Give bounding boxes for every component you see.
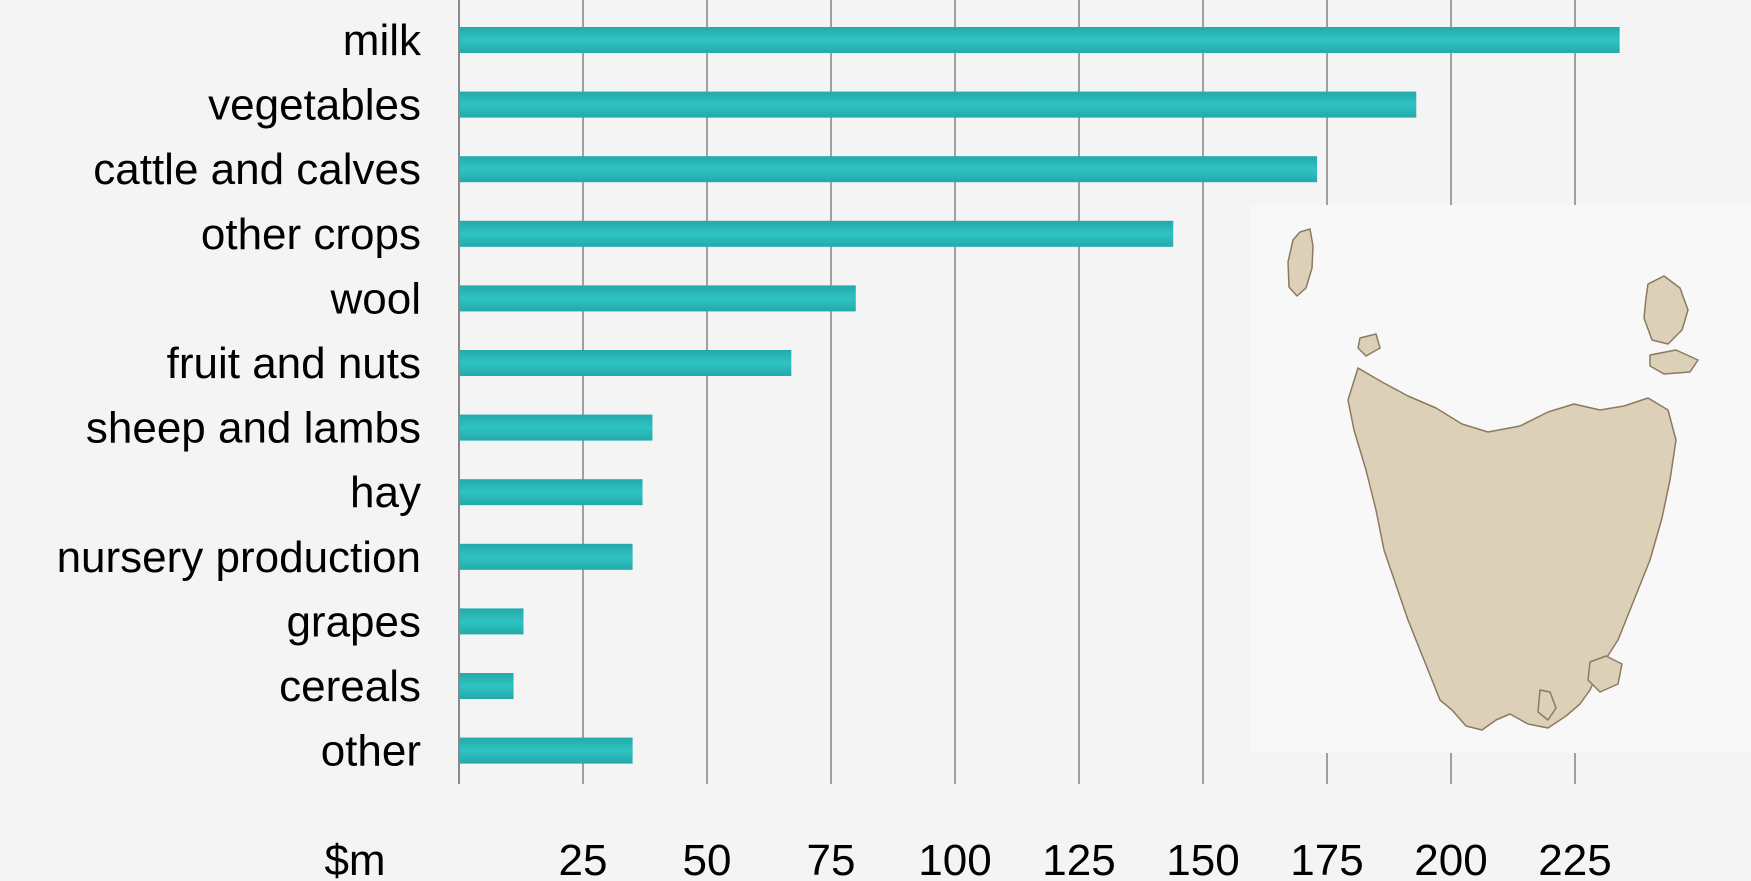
x-tick-label-150: 150 <box>1166 836 1239 881</box>
mainland-tasmania-shape <box>1347 367 1677 731</box>
x-tick-label-200: 200 <box>1414 836 1487 881</box>
x-tick-label-50: 50 <box>683 836 732 881</box>
robbins-island-shape <box>1357 333 1381 357</box>
bar-grapes <box>460 608 524 635</box>
x-tick-label-75: 75 <box>807 836 856 881</box>
bar-hay <box>460 479 643 506</box>
bar-nursery-production <box>460 543 633 570</box>
category-label-sheep-and-lambs: sheep and lambs <box>86 404 421 453</box>
x-tick-label-25: 25 <box>559 836 608 881</box>
bar-sheep-and-lambs <box>460 414 653 441</box>
king-island-shape <box>1287 228 1314 297</box>
category-label-wool: wool <box>330 274 422 323</box>
bar-wool <box>460 285 856 312</box>
cape-barren-island-shape <box>1649 349 1699 375</box>
x-tick-label-100: 100 <box>918 836 991 881</box>
x-tick-label-225: 225 <box>1538 836 1611 881</box>
x-tick-labels: 25 50 75 100 125 150 175 200 225 <box>559 836 1612 881</box>
bar-other <box>460 737 633 764</box>
bars <box>460 27 1620 764</box>
x-tick-label-125: 125 <box>1042 836 1115 881</box>
tasman-peninsula-shape <box>1587 655 1623 693</box>
category-label-vegetables: vegetables <box>208 81 421 130</box>
category-label-cattle-and-calves: cattle and calves <box>93 145 421 194</box>
bar-other-crops <box>460 220 1174 247</box>
bar-milk <box>460 27 1620 53</box>
category-label-other: other <box>321 727 421 776</box>
tasmania-map <box>1250 205 1751 753</box>
category-labels: milk vegetables cattle and calves other cro… <box>57 16 422 776</box>
bar-vegetables <box>460 91 1417 118</box>
x-tick-label-175: 175 <box>1290 836 1363 881</box>
category-label-other-crops: other crops <box>201 210 421 259</box>
x-axis-label: $m <box>324 836 385 881</box>
bar-cereals <box>460 673 514 699</box>
category-label-hay: hay <box>350 468 421 517</box>
category-label-nursery-production: nursery production <box>57 533 421 582</box>
category-label-milk: milk <box>343 16 422 65</box>
bar-cattle-and-calves <box>460 156 1318 183</box>
bar-fruit-and-nuts <box>460 350 792 376</box>
category-label-fruit-and-nuts: fruit and nuts <box>167 339 421 388</box>
bruny-island-shape <box>1537 689 1557 721</box>
flinders-island-shape <box>1643 275 1689 345</box>
category-label-grapes: grapes <box>286 597 421 646</box>
category-label-cereals: cereals <box>279 662 421 711</box>
